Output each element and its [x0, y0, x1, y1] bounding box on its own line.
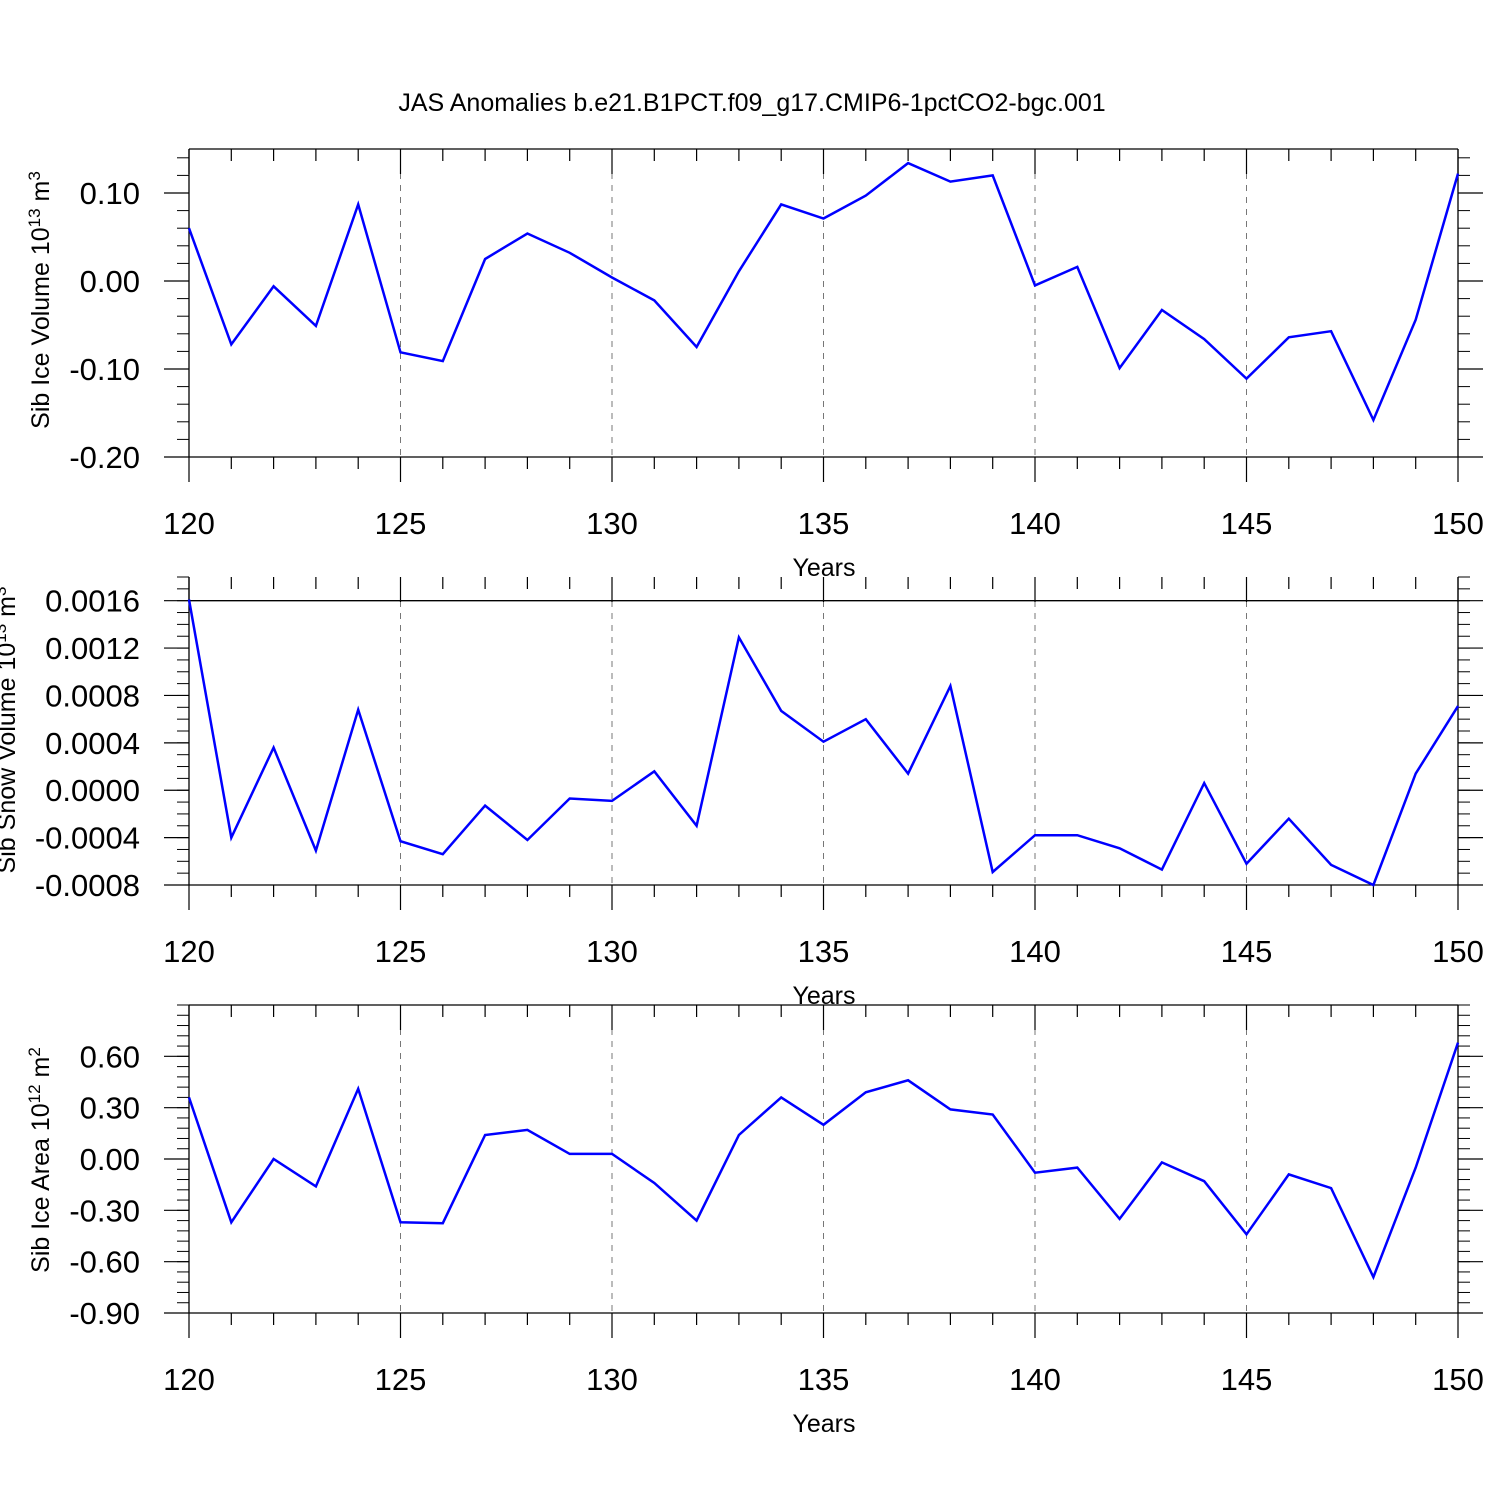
y-tick-label: -0.0008: [35, 868, 140, 903]
series-line: [187, 1042, 1460, 1281]
y-tick-label: -0.60: [69, 1245, 140, 1280]
x-tick-label: 150: [1432, 1362, 1484, 1397]
x-tick-label: 125: [375, 1362, 427, 1397]
x-tick-label: 150: [1432, 506, 1484, 541]
y-tick-label: -0.30: [69, 1193, 140, 1228]
y-tick-label: -0.90: [69, 1296, 140, 1331]
y-tick-label: -0.10: [69, 352, 140, 387]
x-tick-label: 120: [163, 506, 215, 541]
y-tick-label: 0.00: [80, 264, 140, 299]
x-tick-label: 130: [586, 934, 638, 969]
y-tick-label: 0.0016: [45, 584, 140, 619]
y-tick-label: -0.20: [69, 440, 140, 475]
y-axis-title: Sib Ice Area 1012 m2: [25, 1047, 55, 1273]
panel-2: 0.0016 0.0012 0.0008 0.0004 0.0000 -0.0004 -0.…: [0, 576, 1484, 1010]
panel-3: 0.60 0.30 0.00 -0.30 -0.60 -0.90 120 125 130 135 1…: [25, 1004, 1484, 1438]
x-axis-title: Years: [792, 1410, 855, 1438]
x-tick-label: 140: [1009, 506, 1061, 541]
y-tick-label: 0.0004: [45, 726, 140, 761]
y-tick-label: 0.60: [80, 1039, 140, 1074]
y-tick-label: -0.0004: [35, 821, 140, 856]
x-tick-label: 135: [798, 506, 850, 541]
x-tick-label: 145: [1221, 1362, 1273, 1397]
y-tick-label: 0.10: [80, 176, 140, 211]
y-tick-label: 0.0000: [45, 773, 140, 808]
x-tick-label: 135: [798, 934, 850, 969]
x-tick-label: 125: [375, 934, 427, 969]
y-tick-label: 0.0008: [45, 678, 140, 713]
x-tick-label: 125: [375, 506, 427, 541]
panels: 0.10 0.00 -0.10 -0.20 120 125 130 135 140 145 150 Y…: [0, 148, 1484, 1438]
figure-title: JAS Anomalies b.e21.B1PCT.f09_g17.CMIP6-…: [398, 89, 1105, 117]
x-tick-label: 140: [1009, 1362, 1061, 1397]
y-axis-title: Sib Snow Volume 1013 m3: [0, 587, 21, 874]
series-line: [187, 161, 1460, 424]
x-tick-label: 145: [1221, 506, 1273, 541]
y-tick-label: 0.0012: [45, 631, 140, 666]
y-tick-label: 0.00: [80, 1142, 140, 1177]
x-tick-label: 120: [163, 934, 215, 969]
x-tick-label: 140: [1009, 934, 1061, 969]
x-tick-label: 130: [586, 506, 638, 541]
x-tick-label: 145: [1221, 934, 1273, 969]
y-axis-title: Sib Ice Volume 1013 m3: [25, 171, 55, 429]
x-tick-label: 120: [163, 1362, 215, 1397]
x-tick-label: 130: [586, 1362, 638, 1397]
series-line: [187, 599, 1460, 887]
x-tick-label: 150: [1432, 934, 1484, 969]
y-tick-label: 0.30: [80, 1091, 140, 1126]
x-tick-label: 135: [798, 1362, 850, 1397]
